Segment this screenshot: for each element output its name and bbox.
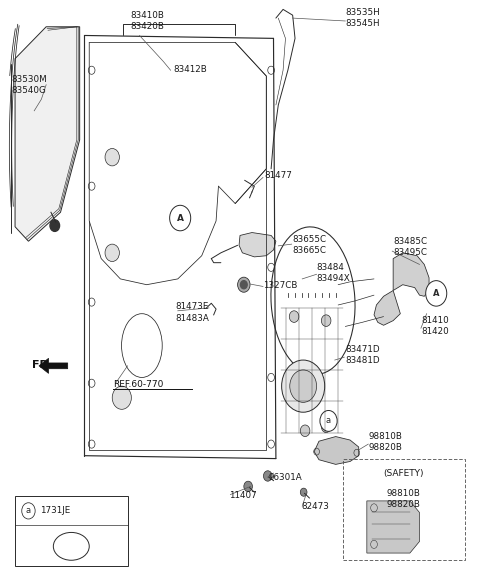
Text: REF.60-770: REF.60-770	[113, 381, 164, 389]
Text: 83412B: 83412B	[173, 64, 207, 74]
Text: 83530M
83540G: 83530M 83540G	[12, 75, 48, 95]
Text: a: a	[26, 507, 31, 515]
Text: 96301A: 96301A	[269, 472, 302, 482]
Circle shape	[244, 481, 252, 492]
Circle shape	[300, 488, 307, 496]
Polygon shape	[393, 253, 429, 296]
Circle shape	[282, 360, 324, 412]
Circle shape	[50, 220, 60, 231]
Circle shape	[240, 281, 247, 289]
Bar	[343, 458, 465, 560]
Text: FR.: FR.	[32, 360, 52, 370]
Circle shape	[264, 471, 272, 481]
Text: A: A	[433, 289, 440, 298]
Circle shape	[426, 281, 447, 306]
Text: 98810B
98820B: 98810B 98820B	[368, 432, 402, 453]
Text: 81410
81420: 81410 81420	[422, 317, 450, 336]
Polygon shape	[15, 27, 80, 241]
Bar	[15, 496, 128, 566]
Text: 83535H
83545H: 83535H 83545H	[345, 8, 380, 28]
Text: a: a	[326, 417, 331, 425]
Text: 83484
83494X: 83484 83494X	[317, 263, 350, 283]
Polygon shape	[374, 290, 400, 325]
Circle shape	[289, 311, 299, 322]
Circle shape	[322, 315, 331, 327]
Circle shape	[105, 244, 120, 261]
Text: 1327CB: 1327CB	[263, 281, 297, 290]
Circle shape	[322, 421, 331, 432]
Polygon shape	[314, 436, 359, 464]
Circle shape	[320, 411, 337, 431]
Polygon shape	[39, 358, 68, 374]
Text: 83410B
83420B: 83410B 83420B	[130, 11, 164, 31]
Polygon shape	[367, 501, 420, 553]
Circle shape	[300, 425, 310, 436]
Text: 83471D
83481D: 83471D 83481D	[345, 345, 380, 365]
Text: 11407: 11407	[229, 491, 257, 500]
Circle shape	[238, 277, 250, 292]
Text: 82473: 82473	[301, 501, 329, 511]
Polygon shape	[239, 232, 276, 257]
Circle shape	[22, 503, 35, 519]
Circle shape	[105, 149, 120, 166]
Text: 98810B
98820B: 98810B 98820B	[387, 489, 421, 509]
Text: 81477: 81477	[264, 171, 292, 180]
Circle shape	[290, 370, 317, 403]
Circle shape	[169, 205, 191, 231]
Circle shape	[112, 386, 132, 410]
Text: (SAFETY): (SAFETY)	[384, 469, 424, 478]
Text: 81473E
81483A: 81473E 81483A	[175, 303, 209, 322]
Text: 1731JE: 1731JE	[40, 507, 71, 515]
Text: A: A	[177, 214, 184, 223]
Text: 83485C
83495C: 83485C 83495C	[393, 237, 427, 257]
Text: 83655C
83665C: 83655C 83665C	[293, 235, 327, 255]
